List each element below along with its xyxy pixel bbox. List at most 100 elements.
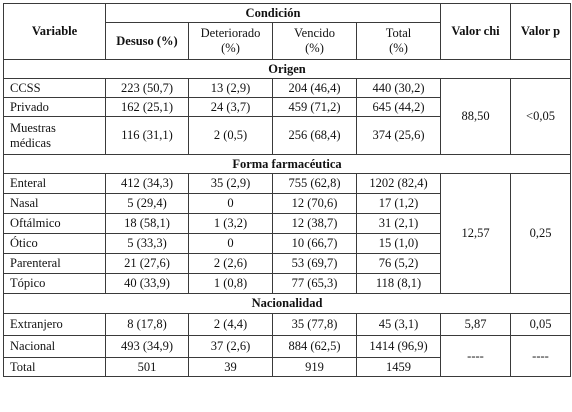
- header-deteriorado-line2: (%): [221, 41, 240, 55]
- header-total-line2: (%): [389, 41, 408, 55]
- cell-desuso-total: 501: [105, 357, 189, 377]
- cell-chi-nacionalidad: 5,87: [440, 313, 511, 336]
- cell-deteriorado: 35 (2,9): [188, 173, 273, 194]
- cell-deteriorado: 1 (3,2): [188, 213, 273, 234]
- table-row: Ótico 5 (33,3) 0 10 (66,7) 15 (1,0): [3, 233, 571, 254]
- table-row: Nacional 493 (34,9) 37 (2,6) 884 (62,5) …: [3, 335, 571, 377]
- row-label: Parenteral: [3, 253, 106, 274]
- cell-vencido: 755 (62,8): [272, 173, 357, 194]
- header-condicion: Condición: [105, 3, 441, 23]
- table-row: Privado 162 (25,1) 24 (3,7) 459 (71,2) 6…: [3, 97, 571, 117]
- cell-p-nacionalidad: 0,05: [510, 313, 571, 336]
- cell-p-forma: 0,25: [510, 173, 571, 294]
- cell-vencido: 35 (77,8): [272, 313, 357, 336]
- cell-deteriorado: 0: [188, 193, 273, 214]
- cell-total: 31 (2,1): [356, 213, 441, 234]
- section-row-origen: Origen: [3, 59, 571, 79]
- row-label: Nacional: [3, 335, 106, 358]
- cell-desuso: 493 (34,9): [105, 335, 189, 358]
- cell-desuso: 116 (31,1): [105, 116, 189, 155]
- cell-desuso: 5 (33,3): [105, 233, 189, 254]
- cell-deteriorado: 0: [188, 233, 273, 254]
- cell-vencido: 77 (65,3): [272, 273, 357, 294]
- header-valor-p: Valor p: [510, 3, 571, 60]
- cell-deteriorado: 37 (2,6): [188, 335, 273, 358]
- cell-chi-forma: 12,57: [440, 173, 511, 294]
- cell-desuso: 40 (33,9): [105, 273, 189, 294]
- cell-vencido: 12 (70,6): [272, 193, 357, 214]
- row-label: Privado: [3, 97, 106, 117]
- header-total: Total (%): [356, 22, 441, 60]
- header-vencido-line1: Vencido: [294, 26, 335, 40]
- row-label: Enteral: [3, 173, 106, 194]
- cell-vencido: 459 (71,2): [272, 97, 357, 117]
- table-row: Enteral 412 (34,3) 35 (2,9) 755 (62,8) 1…: [3, 173, 571, 294]
- cell-deteriorado: 13 (2,9): [188, 78, 273, 98]
- row-label-total: Total: [3, 357, 106, 377]
- section-row-forma: Forma farmacéutica: [3, 154, 571, 174]
- row-label: CCSS: [3, 78, 106, 98]
- cell-desuso: 18 (58,1): [105, 213, 189, 234]
- section-title-nacionalidad: Nacionalidad: [3, 293, 571, 314]
- table-row: Tópico 40 (33,9) 1 (0,8) 77 (65,3) 118 (…: [3, 273, 571, 294]
- header-valor-chi: Valor chi: [440, 3, 511, 60]
- row-label-line1: Muestras: [10, 120, 56, 135]
- cell-vencido: 12 (38,7): [272, 213, 357, 234]
- cell-total: 645 (44,2): [356, 97, 441, 117]
- cell-chi-origen: 88,50: [440, 78, 511, 155]
- cell-total: 76 (5,2): [356, 253, 441, 274]
- results-table-container: Variable Condición Valor chi Valor p Des…: [3, 3, 571, 377]
- cell-total: 45 (3,1): [356, 313, 441, 336]
- row-label-line2: médicas: [10, 135, 51, 150]
- cell-desuso: 412 (34,3): [105, 173, 189, 194]
- cell-deteriorado-total: 39: [188, 357, 273, 377]
- cell-vencido: 884 (62,5): [272, 335, 357, 358]
- cell-desuso: 223 (50,7): [105, 78, 189, 98]
- cell-chi-dash: ----: [440, 335, 511, 377]
- row-label: Tópico: [3, 273, 106, 294]
- header-total-line1: Total: [385, 26, 412, 40]
- cell-total: 374 (25,6): [356, 116, 441, 155]
- cell-total: 1414 (96,9): [356, 335, 441, 358]
- section-title-forma: Forma farmacéutica: [3, 154, 571, 174]
- header-vencido: Vencido (%): [272, 22, 357, 60]
- cell-total: 15 (1,0): [356, 233, 441, 254]
- header-variable: Variable: [3, 3, 106, 60]
- results-table: Variable Condición Valor chi Valor p Des…: [3, 3, 571, 377]
- cell-deteriorado: 2 (2,6): [188, 253, 273, 274]
- cell-desuso: 21 (27,6): [105, 253, 189, 274]
- cell-total: 118 (8,1): [356, 273, 441, 294]
- cell-deteriorado: 24 (3,7): [188, 97, 273, 117]
- table-row: Extranjero 8 (17,8) 2 (4,4) 35 (77,8) 45…: [3, 313, 571, 336]
- cell-deteriorado: 2 (4,4): [188, 313, 273, 336]
- header-desuso: Desuso (%): [105, 22, 189, 60]
- table-row: Nasal 5 (29,4) 0 12 (70,6) 17 (1,2): [3, 193, 571, 214]
- cell-vencido: 204 (46,4): [272, 78, 357, 98]
- header-row-1: Variable Condición Valor chi Valor p: [3, 3, 571, 60]
- cell-deteriorado: 1 (0,8): [188, 273, 273, 294]
- table-row-total: Total 501 39 919 1459: [3, 357, 571, 377]
- header-vencido-line2: (%): [305, 41, 324, 55]
- header-desuso-label: Desuso (%): [116, 33, 178, 48]
- cell-total-total: 1459: [356, 357, 441, 377]
- header-row-2: Desuso (%) Deteriorado (%) Vencido (%) T…: [4, 22, 571, 60]
- row-label: Ótico: [3, 233, 106, 254]
- cell-total: 1202 (82,4): [356, 173, 441, 194]
- table-row: CCSS 223 (50,7) 13 (2,9) 204 (46,4) 440 …: [3, 78, 571, 155]
- row-label: Muestras médicas: [3, 116, 106, 155]
- cell-total: 17 (1,2): [356, 193, 441, 214]
- cell-desuso: 5 (29,4): [105, 193, 189, 214]
- table-row: Muestras médicas 116 (31,1) 2 (0,5) 256 …: [3, 116, 571, 155]
- header-deteriorado-line1: Deteriorado: [200, 26, 261, 40]
- cell-desuso: 8 (17,8): [105, 313, 189, 336]
- cell-vencido-total: 919: [272, 357, 357, 377]
- header-deteriorado: Deteriorado (%): [188, 22, 273, 60]
- row-label: Extranjero: [3, 313, 106, 336]
- section-title-origen: Origen: [3, 59, 571, 79]
- cell-vencido: 10 (66,7): [272, 233, 357, 254]
- section-row-nacionalidad: Nacionalidad: [3, 293, 571, 314]
- cell-desuso: 162 (25,1): [105, 97, 189, 117]
- table-row: Oftálmico 18 (58,1) 1 (3,2) 12 (38,7) 31…: [3, 213, 571, 234]
- row-label: Oftálmico: [3, 213, 106, 234]
- cell-vencido: 256 (68,4): [272, 116, 357, 155]
